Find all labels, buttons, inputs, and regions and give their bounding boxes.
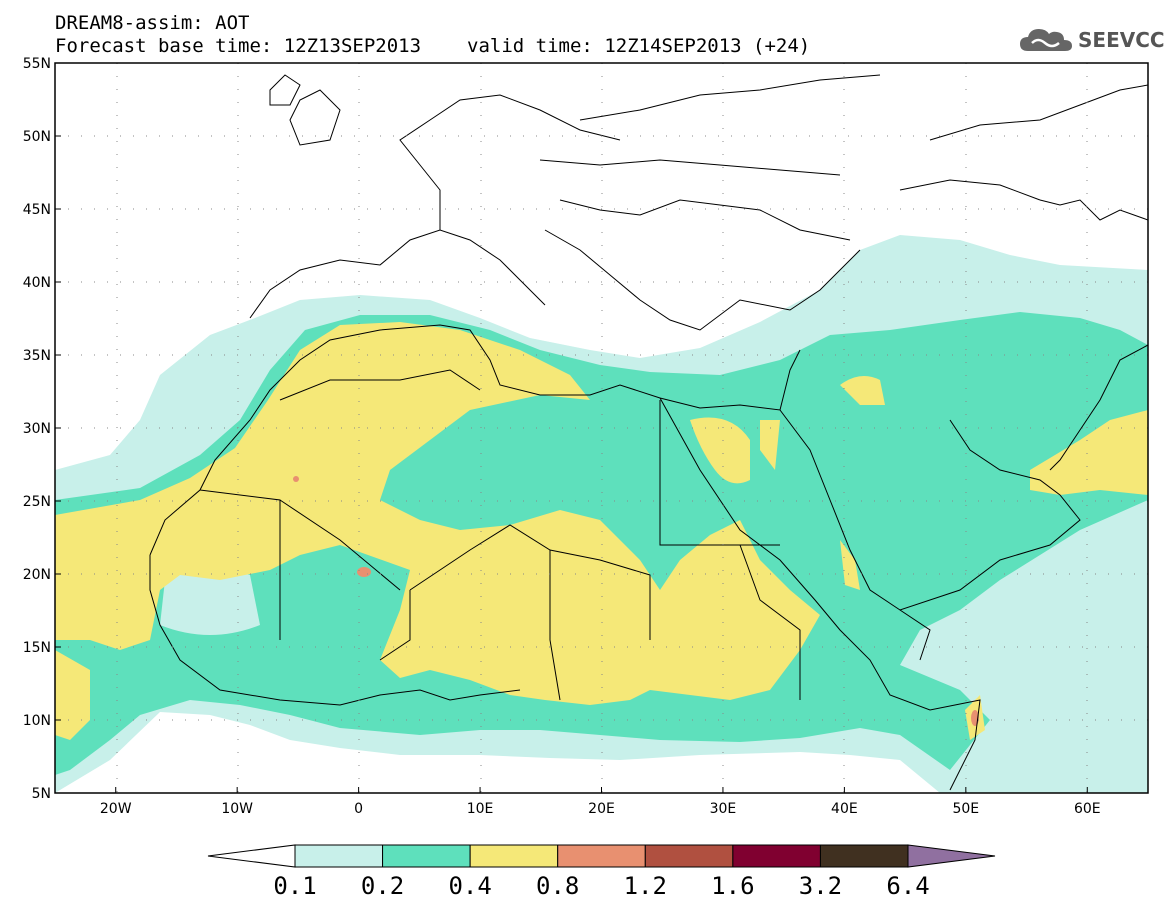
colorbar-label: 0.1 [273,872,317,900]
aot-patch-01 [160,350,260,407]
aot-hotspot-02 [293,476,299,482]
colorbar-segment [732,844,821,868]
seevccc-logo: SEEVCCC [1018,24,1165,56]
title-line2: Forecast base time: 12Z13SEP2013 valid ti… [55,35,810,57]
latitude-axis: 5N 10N 15N 20N 25N 30N 35N 40N 45N 50N 55N [23,56,61,802]
colorbar-label: 1.2 [623,872,667,900]
lat-tick-label: 35N [23,348,51,364]
lon-tick-label: 60E [1074,801,1101,817]
colorbar-max-arrow [907,844,996,868]
forecast-base-time: Forecast base time: 12Z13SEP2013 [55,35,422,57]
colorbar-segment [382,844,471,868]
colorbar-segment [469,844,559,868]
lat-tick-label: 50N [23,129,51,145]
lon-tick-label: 20W [100,801,132,817]
title-line1: DREAM8-assim: AOT [55,12,250,34]
lon-tick-label: 10E [467,801,494,817]
logo-text: SEEVCCC [1078,28,1165,52]
lon-tick-label: 40E [831,801,858,817]
lat-tick-label: 5N [32,786,51,802]
lat-tick-label: 30N [23,421,51,437]
valid-time: valid time: 12Z14SEP2013 (+24) [467,35,811,57]
aot-patch-02 [55,650,90,740]
colorbar-label: 3.2 [798,872,843,900]
aot-patch-05 [840,376,885,405]
lat-tick-label: 55N [23,56,51,72]
aot-patch-04 [760,420,780,470]
aot-patch-03 [690,417,750,484]
lon-tick-label: 20E [588,801,615,817]
aot-hotspot-01 [357,567,371,577]
coastlines [149,74,1148,791]
colorbar [207,844,996,868]
colorbar-label: 0.4 [448,872,492,900]
colorbar-segment [294,844,384,868]
lon-tick-label: 30E [710,801,737,817]
lat-tick-label: 25N [23,494,51,510]
colorbar-label: 0.2 [360,872,405,900]
cloud-icon [1020,29,1072,51]
colorbar-segment [644,844,734,868]
lat-tick-label: 10N [23,713,51,729]
colorbar-label: 6.4 [886,872,930,900]
colorbar-label: 1.6 [711,872,755,900]
lat-tick-label: 20N [23,567,51,583]
colorbar-label: 0.8 [536,872,580,900]
lat-tick-label: 15N [23,640,51,656]
aot-band-03 [55,322,820,705]
longitude-axis: 20W 10W 0 10E 20E 30E 40E 50E 60E [100,787,1101,817]
lat-tick-label: 45N [23,202,51,218]
colorbar-segment [557,844,646,868]
aot-fields [55,235,1148,793]
lon-tick-label: 0 [354,801,363,817]
aot-pocket-01 [160,568,260,635]
colorbar-min-arrow [207,844,296,868]
gridlines [55,63,1148,793]
aot-patch-06 [1030,410,1148,495]
colorbar-segment [819,844,909,868]
lon-tick-label: 10W [221,801,253,817]
lon-tick-label: 50E [952,801,979,817]
aot-patch-07 [840,540,860,590]
lat-tick-label: 40N [23,275,51,291]
